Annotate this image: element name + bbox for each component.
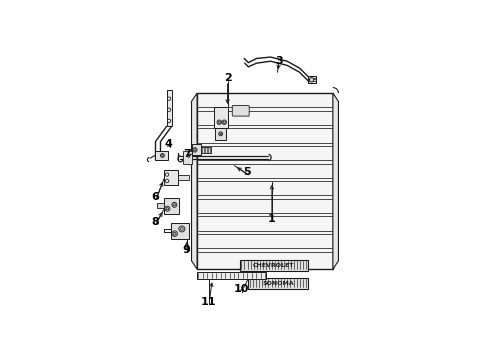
Text: 1: 1 [268, 214, 276, 224]
Circle shape [222, 120, 226, 125]
Circle shape [166, 173, 169, 176]
Polygon shape [192, 144, 201, 156]
Circle shape [179, 226, 185, 232]
Circle shape [217, 120, 221, 125]
Circle shape [168, 108, 171, 111]
Circle shape [172, 202, 177, 207]
Text: 9: 9 [182, 245, 190, 255]
Circle shape [309, 77, 314, 82]
Polygon shape [164, 170, 178, 185]
Text: 8: 8 [151, 217, 159, 227]
Polygon shape [214, 107, 227, 128]
Circle shape [172, 231, 177, 237]
Text: 6: 6 [151, 192, 159, 202]
Polygon shape [192, 93, 197, 269]
Polygon shape [308, 76, 316, 84]
Polygon shape [178, 175, 189, 180]
Circle shape [166, 179, 169, 183]
Polygon shape [167, 90, 172, 126]
Circle shape [219, 132, 222, 136]
Polygon shape [157, 203, 164, 208]
Text: 7: 7 [183, 149, 191, 159]
Polygon shape [215, 128, 226, 140]
Circle shape [168, 97, 171, 100]
Polygon shape [201, 147, 211, 153]
Polygon shape [155, 151, 168, 159]
Polygon shape [183, 151, 192, 164]
Circle shape [161, 153, 164, 157]
Text: 5: 5 [243, 167, 251, 177]
Polygon shape [197, 93, 333, 269]
Polygon shape [333, 93, 339, 269]
Polygon shape [248, 278, 308, 288]
Circle shape [193, 148, 197, 152]
Polygon shape [171, 222, 189, 239]
Text: 10: 10 [234, 284, 249, 293]
Circle shape [168, 119, 171, 122]
Polygon shape [197, 272, 267, 279]
FancyBboxPatch shape [232, 105, 249, 116]
Text: 2: 2 [224, 73, 231, 83]
Text: 4: 4 [164, 139, 172, 149]
Text: 3: 3 [275, 56, 283, 66]
Text: SONOMA: SONOMA [262, 281, 294, 286]
Polygon shape [240, 260, 308, 270]
Text: CHEVROLET: CHEVROLET [253, 263, 294, 268]
Circle shape [165, 206, 170, 211]
Text: 11: 11 [200, 297, 216, 307]
Polygon shape [164, 198, 179, 214]
